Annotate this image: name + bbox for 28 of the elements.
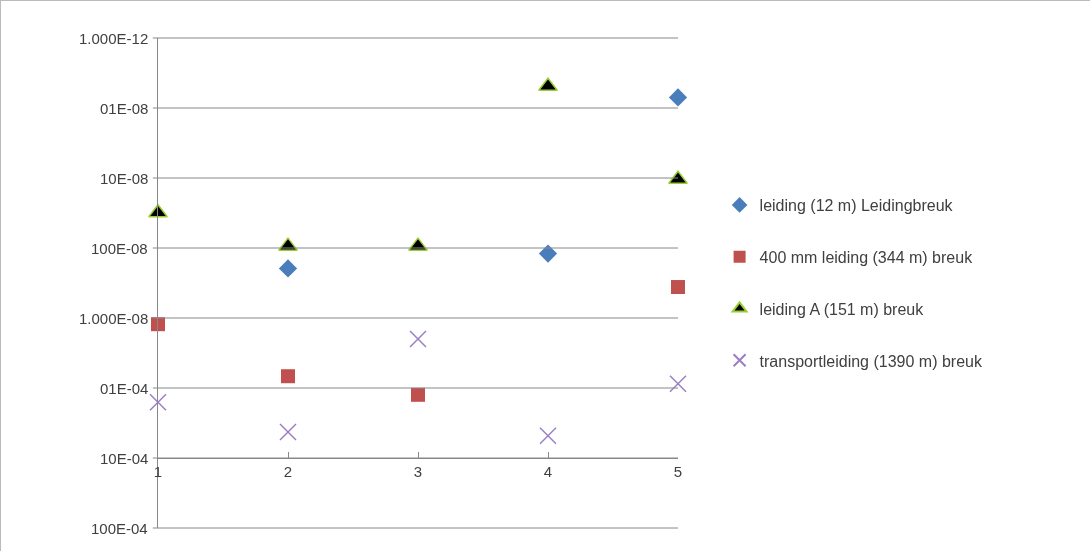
- text: 10E-04: [100, 450, 149, 467]
- legend-label: transportleiding (1390 m) breuk: [759, 352, 983, 370]
- legend-label: leiding A (151 m) breuk: [759, 300, 925, 318]
- text: 10E-08: [100, 170, 149, 187]
- point: [279, 423, 297, 441]
- text: 100E-08: [91, 240, 148, 257]
- point: [671, 280, 685, 295]
- point: [538, 77, 558, 92]
- x-tick-label: 5: [673, 463, 683, 480]
- point: [149, 393, 167, 411]
- point: [539, 426, 557, 445]
- legend-label: 400 mm leiding (344 m) breuk: [759, 248, 974, 266]
- text: 1.000E-12: [79, 30, 149, 47]
- point: [281, 369, 295, 384]
- point: [278, 259, 298, 278]
- text: 01E-04: [100, 380, 149, 397]
- text: 100E-04: [91, 520, 148, 537]
- legend-label: leiding (12 m) Leidingbreuk: [759, 197, 954, 215]
- x-tick-label: 3: [413, 463, 423, 480]
- point: [668, 88, 688, 107]
- text: 1.000E-08: [79, 310, 149, 327]
- point: [409, 330, 427, 348]
- point: [669, 374, 687, 393]
- point: [668, 170, 688, 184]
- text: 01E-08: [100, 100, 149, 117]
- point: [411, 387, 425, 402]
- x-tick-label: 4: [543, 463, 553, 480]
- x-tick-label: 2: [283, 463, 293, 480]
